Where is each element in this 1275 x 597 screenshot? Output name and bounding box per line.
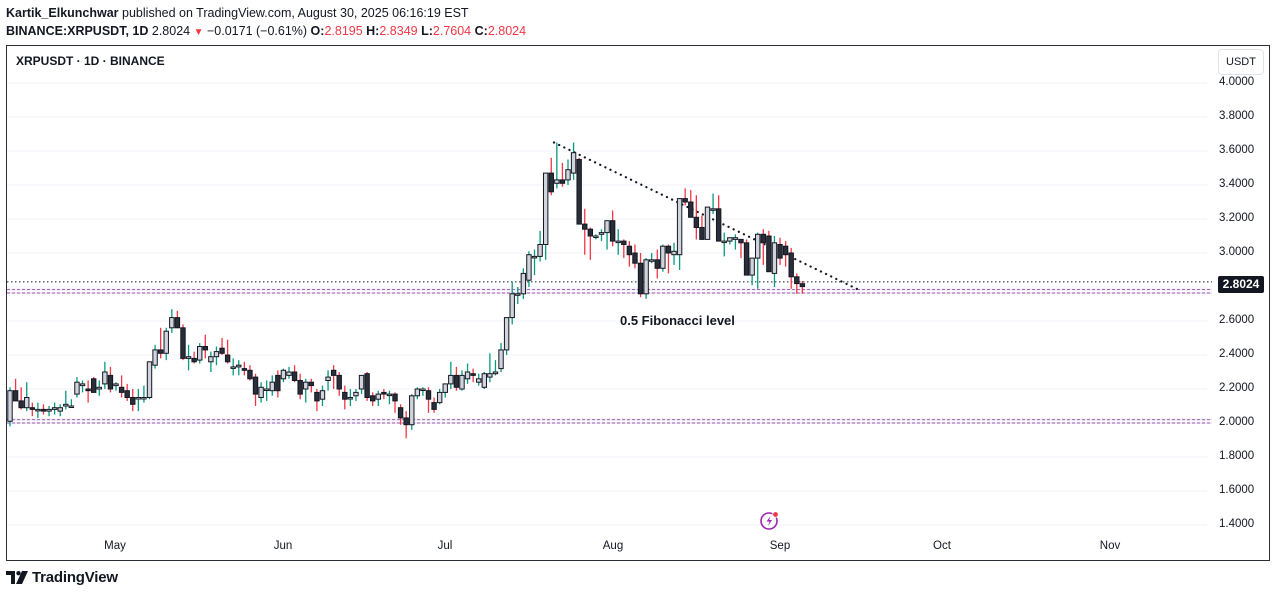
tradingview-logo[interactable]: TradingView <box>6 569 118 586</box>
price-tick-label: 2.0000 <box>1219 416 1255 428</box>
currency-unit-button[interactable]: USDT <box>1218 49 1264 75</box>
time-tick-label: Aug <box>602 540 624 552</box>
last-price: 2.8024 <box>151 24 191 38</box>
price-tick-label: 3.0000 <box>1219 246 1255 258</box>
tradingview-wordmark: TradingView <box>32 569 118 586</box>
time-tick-label: Jun <box>273 540 293 552</box>
published-text: published on TradingView.com, August 30,… <box>122 6 469 20</box>
price-tick-label: 1.8000 <box>1219 450 1255 462</box>
publisher-line: Kartik_Elkunchwar published on TradingVi… <box>6 4 526 22</box>
price-tick-label: 3.6000 <box>1219 144 1255 156</box>
publication-header: Kartik_Elkunchwar published on TradingVi… <box>6 4 526 42</box>
price-tick-label: 2.4000 <box>1219 348 1255 360</box>
low-value: 2.7604 <box>432 24 472 38</box>
close-value: 2.8024 <box>487 24 527 38</box>
time-tick-label: Nov <box>1099 540 1121 552</box>
time-tick-label: May <box>104 540 126 552</box>
price-tick-label: 4.0000 <box>1219 76 1255 88</box>
candlestick-plot[interactable] <box>7 46 1271 562</box>
current-price-tag: 2.8024 <box>1218 276 1264 293</box>
price-tick-label: 1.6000 <box>1219 484 1255 496</box>
fibonacci-annotation[interactable]: 0.5 Fibonacci level <box>620 313 735 328</box>
open-value: 2.8195 <box>324 24 363 38</box>
high-label: H: <box>366 24 380 38</box>
tradingview-logo-icon <box>6 571 28 584</box>
time-tick-label: Sep <box>769 540 791 552</box>
open-label: O: <box>310 24 325 38</box>
chart-pane[interactable]: XRPUSDT · 1D · BINANCE USDT 4.0000 3.8000… <box>6 45 1270 561</box>
author-name[interactable]: Kartik_Elkunchwar <box>6 6 119 20</box>
price-tick-label: 1.4000 <box>1219 518 1255 530</box>
price-tick-label: 3.4000 <box>1219 178 1255 190</box>
price-tick-label: 2.2000 <box>1219 382 1255 394</box>
price-tick-label: 3.2000 <box>1219 212 1255 224</box>
price-tick-label: 2.6000 <box>1219 314 1255 326</box>
price-tick-label: 3.8000 <box>1219 110 1255 122</box>
chart-title: XRPUSDT · 1D · BINANCE <box>16 54 165 68</box>
lightning-event-icon[interactable] <box>759 509 781 531</box>
down-arrow-icon: ▼ <box>193 27 204 38</box>
time-tick-label: Jul <box>437 540 453 552</box>
symbol-label: BINANCE:XRPUSDT, 1D <box>6 24 149 38</box>
ohlc-line: BINANCE:XRPUSDT, 1D 2.8024 ▼ −0.0171 (−0… <box>6 22 526 42</box>
low-label: L: <box>421 24 433 38</box>
time-tick-label: Oct <box>933 540 951 552</box>
close-label: C: <box>474 24 488 38</box>
price-change: −0.0171 (−0.61%) <box>206 24 308 38</box>
high-value: 2.8349 <box>379 24 418 38</box>
